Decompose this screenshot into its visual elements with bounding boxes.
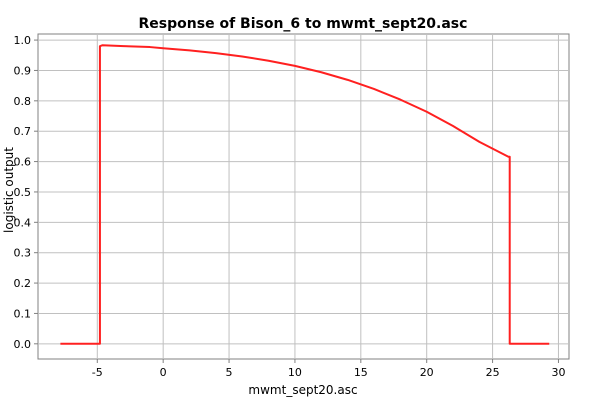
- tick-layer: -5 0 5 10 15 20 25 30 0.0 0.1 0.2 0.3 0.4 0.5 0.6 0.7 0.…: [14, 34, 566, 379]
- y-tick-label: 0.1: [14, 307, 32, 320]
- y-tick-label: 0.9: [14, 64, 32, 77]
- grid-layer: [38, 34, 569, 359]
- x-tick-label: 10: [288, 366, 302, 379]
- x-tick-label: 15: [354, 366, 368, 379]
- y-tick-label: 0.3: [14, 247, 32, 260]
- series-layer: [60, 44, 550, 345]
- y-tick-label: 0.6: [14, 156, 32, 169]
- y-tick-label: 0.2: [14, 277, 32, 290]
- response-curve: [60, 44, 550, 345]
- y-tick-label: 0.7: [14, 125, 32, 138]
- x-tick-label: -5: [92, 366, 103, 379]
- y-axis-label: logistic output: [2, 147, 16, 233]
- x-tick-label: 0: [160, 366, 167, 379]
- y-tick-label: 0.5: [14, 186, 32, 199]
- y-tick-label: 1.0: [14, 34, 32, 47]
- y-tick-label: 0.0: [14, 338, 32, 351]
- x-tick-label: 25: [486, 366, 500, 379]
- y-tick-label: 0.4: [14, 216, 32, 229]
- x-axis-label: mwmt_sept20.asc: [248, 383, 357, 397]
- chart-title: Response of Bison_6 to mwmt_sept20.asc: [139, 16, 468, 32]
- plot-area: [37, 33, 570, 360]
- y-tick-label: 0.8: [14, 95, 32, 108]
- x-tick-label: 20: [420, 366, 434, 379]
- x-tick-label: 30: [551, 366, 565, 379]
- x-tick-label: 5: [226, 366, 233, 379]
